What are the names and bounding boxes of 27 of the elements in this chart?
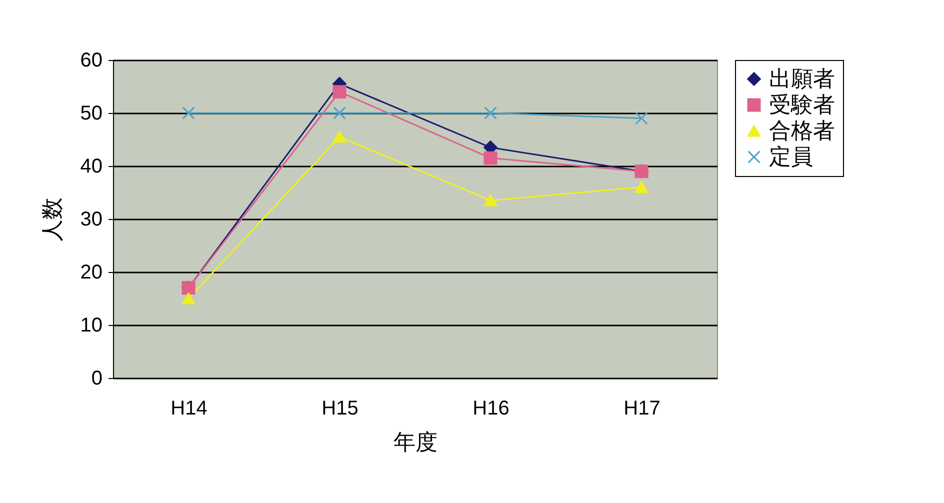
y-axis-title: 人数	[40, 198, 66, 242]
y-tick-label: 50	[80, 102, 102, 124]
point	[635, 112, 648, 125]
point	[182, 292, 196, 304]
point	[332, 131, 346, 143]
point	[484, 194, 498, 206]
point	[484, 151, 498, 165]
y-tick-label: 0	[91, 368, 102, 390]
point	[332, 85, 346, 99]
x-tick-label: H17	[624, 398, 660, 420]
y-tick-label: 40	[80, 156, 102, 178]
y-tick-label: 60	[80, 50, 102, 72]
point	[634, 181, 648, 194]
y-tick-label: 10	[80, 314, 102, 336]
x-axis-title: 年度	[394, 430, 438, 456]
legend-label: 合格者	[769, 119, 835, 144]
point	[182, 106, 195, 120]
point	[484, 106, 497, 120]
y-tick-label: 30	[80, 208, 102, 230]
legend-label: 受験者	[769, 93, 835, 118]
y-tick-label: 20	[80, 262, 102, 284]
legend-label: 定員	[769, 145, 813, 170]
x-tick-label: H16	[472, 398, 510, 420]
x-tick-label: H14	[170, 398, 208, 420]
point	[333, 106, 346, 120]
legend-label: 出願者	[769, 67, 835, 92]
x-tick-label: H15	[322, 398, 358, 420]
